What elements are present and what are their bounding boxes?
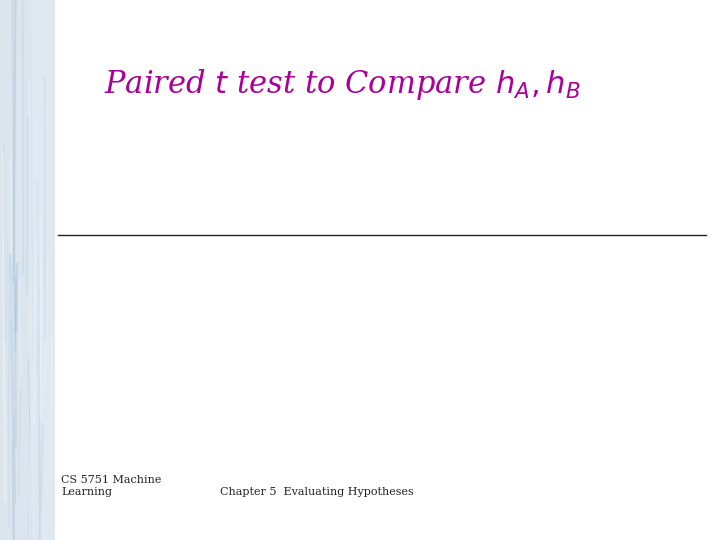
- Text: Paired $\mathit{t}$ test to Compare $\mathit{h}_A,\mathit{h}_B$: Paired $\mathit{t}$ test to Compare $\ma…: [104, 68, 581, 103]
- Text: Chapter 5  Evaluating Hypotheses: Chapter 5 Evaluating Hypotheses: [220, 487, 413, 497]
- Bar: [0, 0, 55, 540]
- Bar: [30, 0, 55, 540]
- Text: CS 5751 Machine
Learning: CS 5751 Machine Learning: [61, 475, 161, 497]
